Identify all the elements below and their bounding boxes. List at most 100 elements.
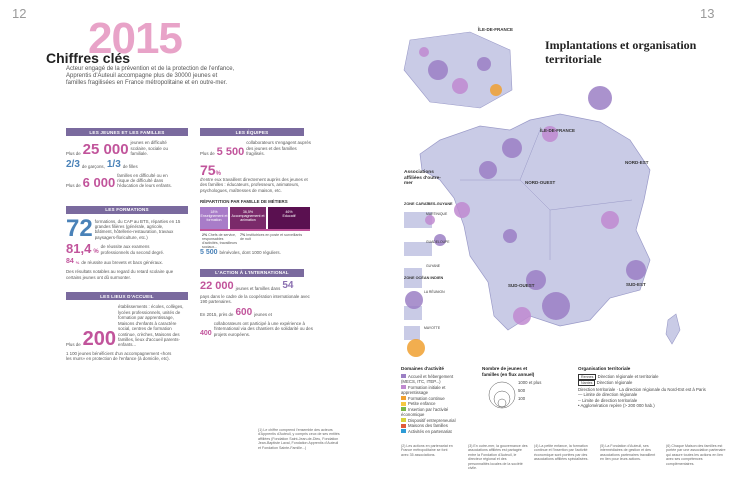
- legend-domaine-label: Accueil et hébergement (MECS, ITC, ITEP.…: [401, 373, 454, 385]
- stat-text: jeunes en difficulté scolaire, sociale o…: [130, 140, 168, 157]
- column-left: LES JEUNES ET LES FAMILLES Plus de 25 00…: [66, 128, 190, 362]
- section-header-formations: LES FORMATIONS: [66, 205, 188, 215]
- stat-number: 6 000: [82, 174, 116, 190]
- stat-text: jeunes et familles dans: [235, 285, 281, 291]
- section-header-accueil: LES LIEUX D'ACCUEIL: [66, 292, 188, 301]
- footnote-2: (2) Les actions en partenariat en France…: [401, 444, 453, 457]
- stat-jeunes: Plus de 25 000 jeunes en difficulté scol…: [66, 140, 190, 156]
- dom-label: GUYANE: [426, 264, 441, 268]
- stat-number: 5 500: [200, 248, 218, 256]
- stat-number: 75: [200, 161, 216, 178]
- bubble: [452, 78, 468, 94]
- stat-number: 1/3: [106, 158, 121, 170]
- legend-swatch: [401, 396, 406, 401]
- repartition-title: RÉPARTITION PAR FAMILLE DE MÉTIERS: [200, 199, 288, 205]
- legend-domaine-row: Activités en partenariat: [401, 429, 463, 435]
- bar-value: 7%: [240, 232, 246, 237]
- prefix-plus-de: Plus de: [66, 183, 81, 189]
- legend-domaine-row: Maisons des familles: [401, 423, 463, 429]
- stat-number: 81,4: [66, 241, 92, 257]
- region-label: ÎLE-DE-FRANCE: [540, 128, 575, 133]
- stat-number: 5 500: [216, 145, 245, 158]
- prefix-plus-de: Plus de: [200, 151, 215, 157]
- stat-number: 200: [82, 327, 117, 350]
- section-header-jeunes: LES JEUNES ET LES FAMILLES: [66, 128, 188, 137]
- legend-swatch: [401, 429, 406, 434]
- legend-title: Nombre de jeunes et familles (en flux an…: [482, 366, 535, 377]
- bar-note-institutrices: 7% Institutrices en poste et surveillant…: [240, 233, 306, 241]
- stat-text: de filles: [122, 164, 138, 170]
- legend-orga: Organisation territoriale Rennes Directi…: [578, 366, 728, 409]
- legend-domaine-row: Accueil et hébergement (MECS, ITC, ITEP.…: [401, 374, 463, 385]
- bubble: [477, 57, 491, 71]
- stat-suffix: %: [215, 170, 221, 177]
- section-header-equipes: LES ÉQUIPES: [200, 128, 304, 137]
- bubble: [626, 260, 646, 280]
- stat-text: de réussite aux examens professionnels d…: [100, 244, 165, 255]
- intro-paragraph: Acteur engagé de la prévention et de la …: [66, 66, 235, 86]
- stat-text: jeunes et: [254, 312, 272, 318]
- bubble: [542, 292, 570, 320]
- stat-suffix: %: [75, 259, 80, 265]
- bubble: [407, 339, 425, 357]
- france-map: [403, 31, 681, 357]
- stat-text: pays dans le cadre de la coopération int…: [200, 294, 310, 305]
- legend-domaine-label: Petite enfance: [408, 401, 436, 406]
- bar-label: Chefs de service, responsables d'activit…: [202, 232, 238, 249]
- bubble: [601, 211, 619, 229]
- region-label: NORD-EST: [625, 160, 649, 165]
- page-number-right: 13: [700, 6, 715, 21]
- stat-text: En 2015, près de: [200, 312, 234, 318]
- bar-label: Educatif: [282, 213, 296, 218]
- legend-domaine-row: Formation initiale et apprentissage: [401, 385, 463, 396]
- legend-text: Direction régionale et territoriale: [597, 373, 659, 379]
- bubble: [434, 234, 446, 246]
- legend-text: Limite de direction territoriale: [582, 397, 638, 403]
- dom-label: MARTINIQUE: [426, 212, 448, 216]
- legend-swatch: [401, 418, 406, 423]
- legend-row: Rennes Direction régionale et territoria…: [578, 373, 728, 381]
- region-label: SUD-OUEST: [508, 283, 535, 288]
- stat-text: collaborateurs ont participé à une expér…: [213, 320, 313, 337]
- bubble: [454, 202, 470, 218]
- stat-reussite-pro: 81,4 % de réussite aux examens professio…: [66, 241, 190, 257]
- stat-reussite-bac: 84 % de réussite aux brevets et bacs gén…: [66, 258, 190, 265]
- bubble: [428, 60, 448, 80]
- bubble: [479, 161, 497, 179]
- stat-text: de réussite aux brevets et bacs généraux…: [81, 259, 163, 265]
- bar-value: 18%: [210, 209, 218, 214]
- guadeloupe-shape: [404, 242, 432, 256]
- footnote-4: (4) La petite enfance, la formation cont…: [534, 444, 589, 462]
- legend-domaines: Domaines d'activité Accueil et hébergeme…: [401, 366, 463, 434]
- bar-segment-enseignement: [200, 206, 228, 229]
- bar-segment-educatif: [268, 206, 310, 229]
- legend-domaine-row: Dispositif entrepreneurial: [401, 418, 463, 424]
- assoc-title: Associations affiliées d'outre-mer: [404, 170, 441, 186]
- footnote-3: (3) En outre-mer, la gouvernance des ass…: [468, 444, 528, 471]
- legend-size: Nombre de jeunes et familles (en flux an…: [482, 366, 542, 411]
- stat-collab-intl: 400 collaborateurs ont participé à une e…: [200, 321, 328, 337]
- legend-row: -- Limite de direction territoriale: [578, 397, 638, 403]
- bubble: [425, 215, 435, 225]
- stat-number: 2/3: [66, 158, 80, 170]
- legend-domaine-row: Insertion par l'activité économique: [401, 407, 463, 418]
- size-circles: [488, 381, 516, 409]
- legend-domaine-label: Dispositif entrepreneurial: [408, 417, 456, 423]
- legend-text: Limite de direction régionale: [583, 392, 638, 397]
- prefix-plus-de: Plus de: [66, 151, 81, 157]
- dom-label: MAYOTTE: [424, 326, 441, 330]
- bar-value: 36,5%: [242, 209, 254, 214]
- section-header-international: L'ACTION À L'INTERNATIONAL: [200, 268, 304, 278]
- bar-label: Enseignement et formation: [200, 213, 228, 222]
- legend-domaine-row: Petite enfance: [401, 401, 463, 407]
- size-circle-large: [488, 381, 516, 409]
- legend-row: • Agglomération repère (> 200 000 hab.): [578, 403, 655, 408]
- bar-value: 18% Enseignement et formation: [200, 210, 228, 222]
- stat-formations: 72 formations, du CAP au BTS, réparties …: [66, 217, 190, 241]
- stat-text: familles en difficulté ou en risque de d…: [117, 172, 172, 189]
- bubble: [542, 126, 558, 142]
- legend-row: Direction territoriale · La direction ré…: [578, 386, 706, 392]
- stat-text: bénévoles, dont 1000 réguliers.: [219, 250, 281, 256]
- legend-domaines-list: Accueil et hébergement (MECS, ITC, ITEP.…: [401, 374, 463, 435]
